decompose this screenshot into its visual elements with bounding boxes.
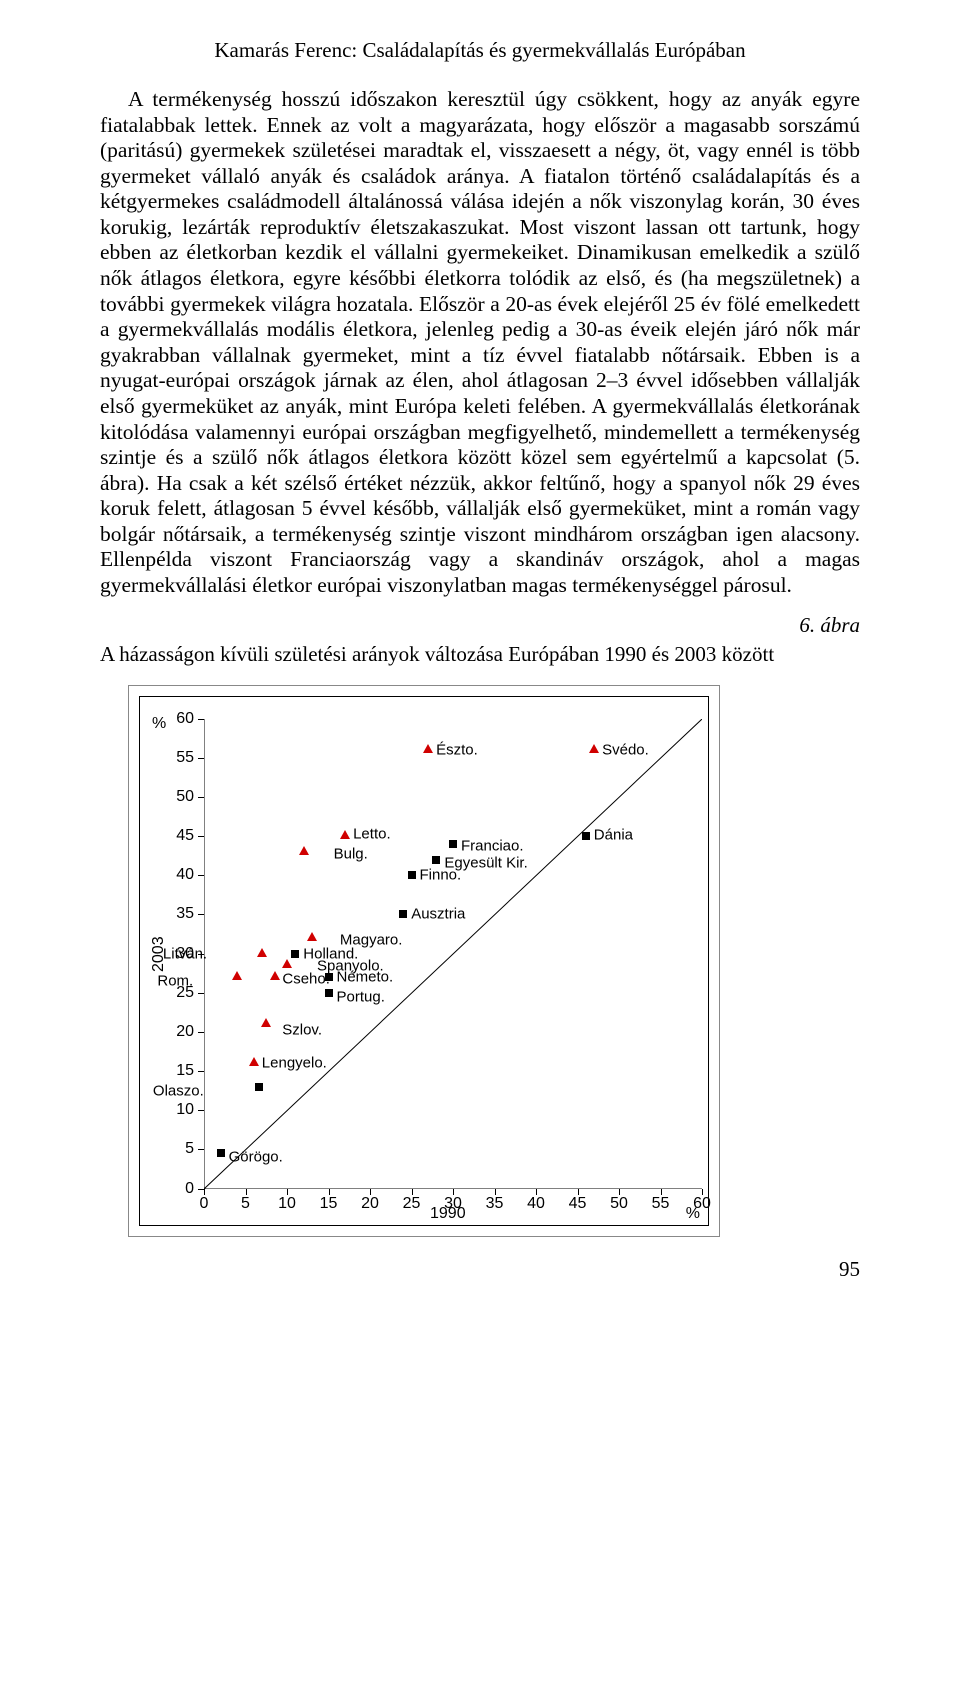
triangle-marker <box>340 830 350 839</box>
diagonal-line <box>204 719 702 1189</box>
point-label: Ausztria <box>411 906 465 923</box>
point-label: Lengyelo. <box>262 1055 327 1072</box>
y-tick <box>198 993 204 994</box>
point-label: Letto. <box>353 826 391 843</box>
triangle-marker <box>261 1018 271 1027</box>
point-label: Cseho. <box>282 971 330 988</box>
y-tick <box>198 1071 204 1072</box>
x-tick-label: 15 <box>320 1195 338 1213</box>
point-label: Finno. <box>420 867 462 884</box>
square-marker <box>408 871 416 879</box>
point-label: Portug. <box>337 988 385 1005</box>
triangle-marker <box>282 959 292 968</box>
y-tick <box>198 797 204 798</box>
triangle-marker <box>232 971 242 980</box>
square-marker <box>217 1149 225 1157</box>
square-marker <box>582 832 590 840</box>
point-label: Dánia <box>594 827 633 844</box>
y-tick <box>198 1149 204 1150</box>
point-label: Észto. <box>436 741 478 758</box>
y-tick-label: 5 <box>185 1140 194 1158</box>
y-tick <box>198 875 204 876</box>
y-tick <box>198 758 204 759</box>
y-unit-label: % <box>152 715 166 733</box>
point-label: Svédo. <box>602 741 649 758</box>
point-label: Görögo. <box>229 1149 283 1166</box>
square-marker <box>325 989 333 997</box>
y-tick <box>198 1110 204 1111</box>
point-label: Olaszo. <box>153 1082 204 1099</box>
x-tick-label: 25 <box>403 1195 421 1213</box>
point-label: Szlov. <box>282 1022 322 1039</box>
y-tick-label: 45 <box>176 827 194 845</box>
point-label: Franciao. <box>461 837 524 854</box>
x-tick-label: 40 <box>527 1195 545 1213</box>
point-label: Németo. <box>337 969 394 986</box>
square-marker <box>449 840 457 848</box>
x-tick-label: 0 <box>200 1195 209 1213</box>
triangle-marker <box>257 948 267 957</box>
point-label: Holland. <box>303 945 358 962</box>
point-label: Rom. <box>157 973 193 990</box>
square-marker <box>432 856 440 864</box>
figure-caption: A házasságon kívüli születési arányok vá… <box>100 642 860 667</box>
square-marker <box>255 1083 263 1091</box>
y-tick-label: 60 <box>176 710 194 728</box>
x-tick-label: 20 <box>361 1195 379 1213</box>
y-tick-label: 50 <box>176 788 194 806</box>
page-number: 95 <box>100 1257 860 1282</box>
y-tick-label: 20 <box>176 1023 194 1041</box>
y-tick-label: 35 <box>176 905 194 923</box>
y-tick <box>198 719 204 720</box>
y-tick <box>198 1189 204 1190</box>
y-tick-label: 55 <box>176 749 194 767</box>
page-header: Kamarás Ferenc: Családalapítás és gyerme… <box>100 38 860 63</box>
x-tick-label: 5 <box>241 1195 250 1213</box>
y-tick-label: 10 <box>176 1101 194 1119</box>
y-tick-label: 40 <box>176 866 194 884</box>
y-tick-label: 15 <box>176 1062 194 1080</box>
point-label: Bulg. <box>334 845 368 862</box>
y-tick <box>198 836 204 837</box>
square-marker <box>325 973 333 981</box>
y-tick <box>198 1032 204 1033</box>
triangle-marker <box>270 971 280 980</box>
square-marker <box>291 950 299 958</box>
point-label: Litván. <box>163 945 207 962</box>
scatter-chart: % 2003 051015202530354045505560051015202… <box>128 685 860 1237</box>
square-marker <box>399 910 407 918</box>
triangle-marker <box>589 744 599 753</box>
triangle-marker <box>299 846 309 855</box>
x-tick-label: 55 <box>652 1195 670 1213</box>
x-unit-label: % <box>686 1205 700 1223</box>
y-tick <box>198 914 204 915</box>
x-tick-label: 45 <box>569 1195 587 1213</box>
x-tick-label: 10 <box>278 1195 296 1213</box>
triangle-marker <box>307 932 317 941</box>
body-paragraph: A termékenység hosszú időszakon keresztü… <box>100 87 860 599</box>
x-axis-label: 1990 <box>430 1205 466 1223</box>
x-tick-label: 50 <box>610 1195 628 1213</box>
triangle-marker <box>249 1057 259 1066</box>
triangle-marker <box>423 744 433 753</box>
y-tick-label: 0 <box>185 1180 194 1198</box>
body-text: A termékenység hosszú időszakon keresztü… <box>100 87 860 597</box>
figure-number: 6. ábra <box>100 613 860 638</box>
x-tick-label: 35 <box>486 1195 504 1213</box>
